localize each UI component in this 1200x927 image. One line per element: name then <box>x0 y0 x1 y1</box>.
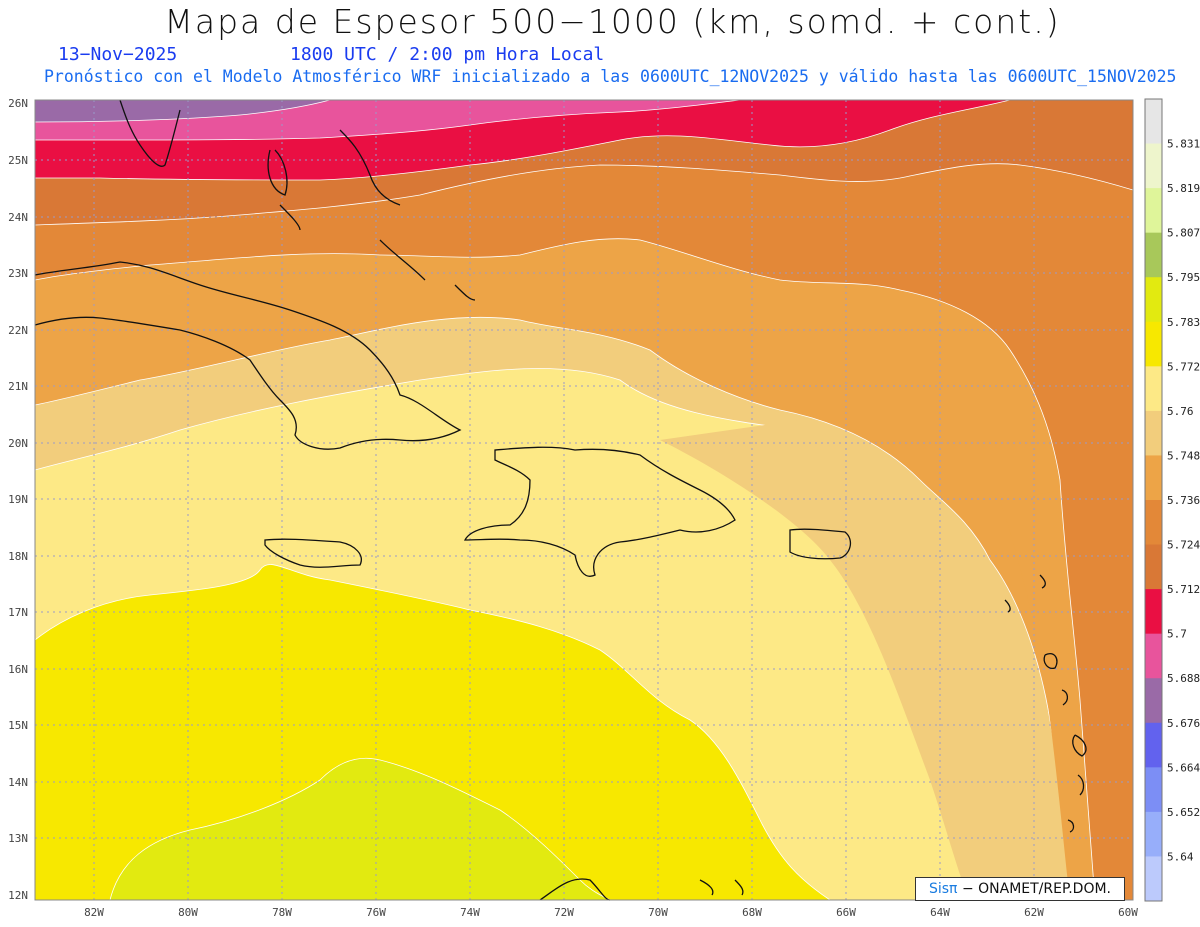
lat-label: 24N <box>8 211 28 224</box>
colorbar-label: 5.748 <box>1167 449 1200 462</box>
lon-label: 64W <box>930 906 950 919</box>
lat-label: 18N <box>8 550 28 563</box>
colorbar-label: 5.736 <box>1167 494 1200 507</box>
map-frame <box>34 99 1134 901</box>
colorbar-label: 5.7 <box>1167 628 1187 641</box>
lon-label: 70W <box>648 906 668 919</box>
lat-label: 20N <box>8 437 28 450</box>
shaded-bands <box>35 100 1133 900</box>
lon-label: 74W <box>460 906 480 919</box>
forecast-time: 1800 UTC / 2:00 pm Hora Local <box>290 44 605 65</box>
colorbar-swatch <box>1145 188 1162 234</box>
colorbar-swatch <box>1145 143 1162 189</box>
colorbar-swatch <box>1145 366 1162 412</box>
colorbar-swatch <box>1145 277 1162 323</box>
colorbar-label: 5.724 <box>1167 539 1200 552</box>
lon-label: 76W <box>366 906 386 919</box>
lat-label: 12N <box>8 889 28 902</box>
lat-label: 21N <box>8 380 28 393</box>
lon-label: 80W <box>178 906 198 919</box>
colorbar-swatch <box>1145 633 1162 679</box>
lat-label: 14N <box>8 776 28 789</box>
lat-label: 22N <box>8 324 28 337</box>
coastlines <box>34 99 1087 901</box>
lat-axis: 26N 25N 24N 23N 22N 21N 20N 19N 18N 17N … <box>8 97 28 902</box>
lon-axis: 82W 80W 78W 76W 74W 72W 70W 68W 66W 64W … <box>84 906 1138 919</box>
colorbar-swatch <box>1145 722 1162 768</box>
lat-label: 13N <box>8 832 28 845</box>
credits-text: − ONAMET/REP.DOM. <box>961 881 1111 897</box>
lat-label: 25N <box>8 154 28 167</box>
colorbar-swatch <box>1145 500 1162 546</box>
lon-label: 66W <box>836 906 856 919</box>
colorbar-swatch <box>1145 678 1162 724</box>
colorbar-label: 5.772 <box>1167 360 1200 373</box>
lon-label: 62W <box>1024 906 1044 919</box>
colorbar-swatch <box>1145 321 1162 367</box>
colorbar-label: 5.664 <box>1167 761 1200 774</box>
colorbar-swatch <box>1145 544 1162 590</box>
credits-badge: Sisπ − ONAMET/REP.DOM. <box>915 877 1125 901</box>
colorbar-label: 5.783 <box>1167 316 1200 329</box>
lat-label: 17N <box>8 606 28 619</box>
colorbar-label: 5.76 <box>1167 405 1194 418</box>
colorbar-frame <box>1144 98 1163 902</box>
colorbar-swatch <box>1145 767 1162 813</box>
colorbar-swatch <box>1145 455 1162 501</box>
colorbar-label: 5.819 <box>1167 182 1200 195</box>
lon-label: 68W <box>742 906 762 919</box>
colorbar-label: 5.712 <box>1167 583 1200 596</box>
lat-label: 16N <box>8 663 28 676</box>
lat-label: 23N <box>8 267 28 280</box>
colorbar-label: 5.64 <box>1167 850 1194 863</box>
colorbar-swatch <box>1145 856 1162 902</box>
colorbar-label: 5.688 <box>1167 672 1200 685</box>
forecast-date: 13−Nov−2025 <box>58 44 178 65</box>
colorbar-label: 5.676 <box>1167 717 1200 730</box>
colorbar-swatch <box>1145 589 1162 635</box>
lat-lon-grid <box>35 100 1133 900</box>
colorbar: 5.831 5.819 5.807 5.795 5.783 5.772 5.76 5.748 5… <box>1144 98 1200 902</box>
map-title: Mapa de Espesor 500−1000 (km, somd. + co… <box>164 2 1061 41</box>
lon-label: 82W <box>84 906 104 919</box>
colorbar-swatch <box>1145 99 1162 145</box>
colorbar-label: 5.795 <box>1167 271 1200 284</box>
colorbar-swatch <box>1145 811 1162 857</box>
lat-label: 19N <box>8 493 28 506</box>
forecast-description: Pronóstico con el Modelo Atmosférico WRF… <box>44 67 1177 86</box>
lat-label: 15N <box>8 719 28 732</box>
colorbar-label: 5.807 <box>1167 227 1200 240</box>
colorbar-label: 5.652 <box>1167 806 1200 819</box>
colorbar-label: 5.831 <box>1167 138 1200 151</box>
lon-label: 78W <box>272 906 292 919</box>
lon-label: 60W <box>1118 906 1138 919</box>
sispi-logo: Sisπ <box>928 881 958 897</box>
colorbar-swatch <box>1145 232 1162 278</box>
lon-label: 72W <box>554 906 574 919</box>
colorbar-swatch <box>1145 410 1162 456</box>
lat-label: 26N <box>8 97 28 110</box>
